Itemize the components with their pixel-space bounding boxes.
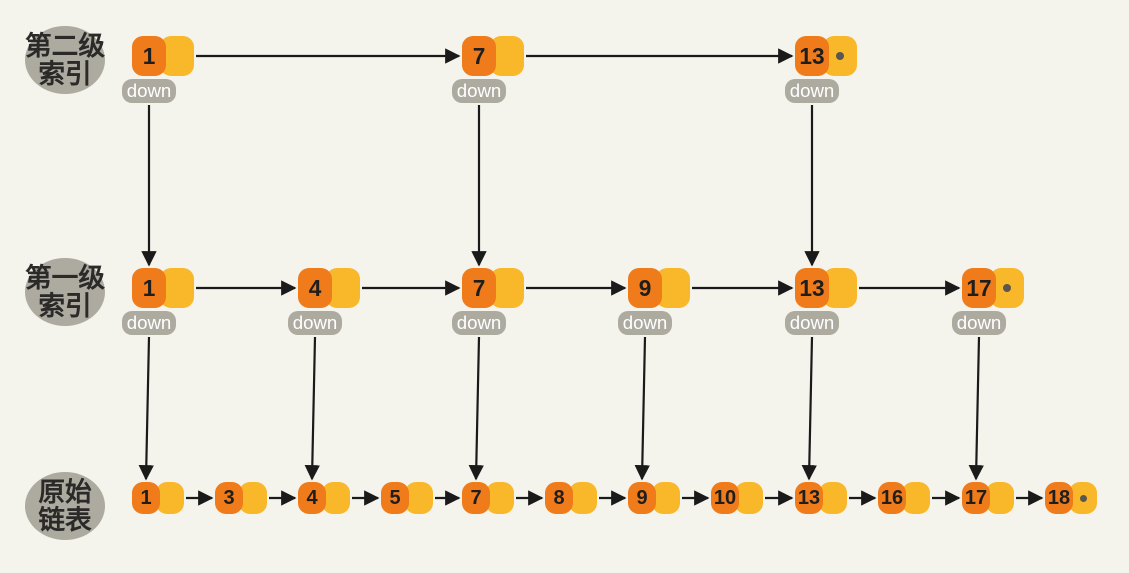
node-l2-7: 7	[462, 36, 524, 76]
node-value-text: 1	[132, 268, 166, 308]
node-base-3: 3	[215, 482, 267, 514]
node-value-text: 7	[462, 36, 496, 76]
node-l1-4: 4	[298, 268, 360, 308]
node-next-part	[902, 482, 930, 514]
node-base-16: 16	[878, 482, 930, 514]
down-label: down	[785, 79, 839, 103]
node-value-text: 13	[795, 482, 823, 514]
node-base-4: 4	[298, 482, 350, 514]
node-value-text: 5	[381, 482, 409, 514]
down-label: down	[618, 311, 672, 335]
node-value-text: 13	[795, 36, 829, 76]
node-value-text: 13	[795, 268, 829, 308]
level-label-line: 第二级	[25, 32, 105, 60]
node-value-text: 16	[878, 482, 906, 514]
node-base-10: 10	[711, 482, 763, 514]
node-base-13: 13	[795, 482, 847, 514]
level-label-l2: 第二级索引	[25, 26, 105, 94]
terminator-dot	[836, 52, 844, 60]
terminator-dot	[1003, 284, 1011, 292]
node-next-part	[569, 482, 597, 514]
node-value-text: 3	[215, 482, 243, 514]
level-label-l1: 第一级索引	[25, 258, 105, 326]
node-value-text: 4	[298, 482, 326, 514]
node-value-text: 17	[962, 482, 990, 514]
node-next-part	[652, 482, 680, 514]
level-label-base: 原始链表	[25, 472, 105, 540]
node-l1-1: 1	[132, 268, 194, 308]
node-value-text: 10	[711, 482, 739, 514]
node-next-part	[239, 482, 267, 514]
node-l1-17: 17	[962, 268, 1024, 308]
node-next-part	[322, 482, 350, 514]
node-base-17: 17	[962, 482, 1014, 514]
terminator-dot	[1080, 495, 1087, 502]
node-l1-9: 9	[628, 268, 690, 308]
node-next-part	[486, 482, 514, 514]
node-value-text: 1	[132, 36, 166, 76]
level-label-line: 索引	[38, 60, 91, 88]
node-next-part	[819, 482, 847, 514]
node-value-text: 17	[962, 268, 996, 308]
node-base-1: 1	[132, 482, 184, 514]
node-value-text: 9	[628, 268, 662, 308]
level-label-line: 原始	[38, 478, 91, 506]
node-base-7: 7	[462, 482, 514, 514]
node-next-part	[735, 482, 763, 514]
level-label-line: 索引	[38, 292, 91, 320]
node-next-part	[405, 482, 433, 514]
node-value-text: 8	[545, 482, 573, 514]
down-label: down	[952, 311, 1006, 335]
node-value-text: 7	[462, 482, 490, 514]
down-label: down	[452, 79, 506, 103]
node-value-text: 1	[132, 482, 160, 514]
level-label-line: 第一级	[25, 264, 105, 292]
node-value-text: 9	[628, 482, 656, 514]
node-base-5: 5	[381, 482, 433, 514]
level-label-line: 链表	[38, 506, 91, 534]
node-value-text: 7	[462, 268, 496, 308]
node-value-text: 4	[298, 268, 332, 308]
node-base-8: 8	[545, 482, 597, 514]
node-base-9: 9	[628, 482, 680, 514]
down-label: down	[122, 311, 176, 335]
node-l1-13: 13	[795, 268, 857, 308]
node-next-part	[156, 482, 184, 514]
down-label: down	[288, 311, 342, 335]
node-next-part	[986, 482, 1014, 514]
down-label: down	[122, 79, 176, 103]
node-l2-1: 1	[132, 36, 194, 76]
node-value-text: 18	[1045, 482, 1073, 514]
node-base-18: 18	[1045, 482, 1097, 514]
down-label: down	[785, 311, 839, 335]
node-l2-13: 13	[795, 36, 857, 76]
down-label: down	[452, 311, 506, 335]
node-l1-7: 7	[462, 268, 524, 308]
